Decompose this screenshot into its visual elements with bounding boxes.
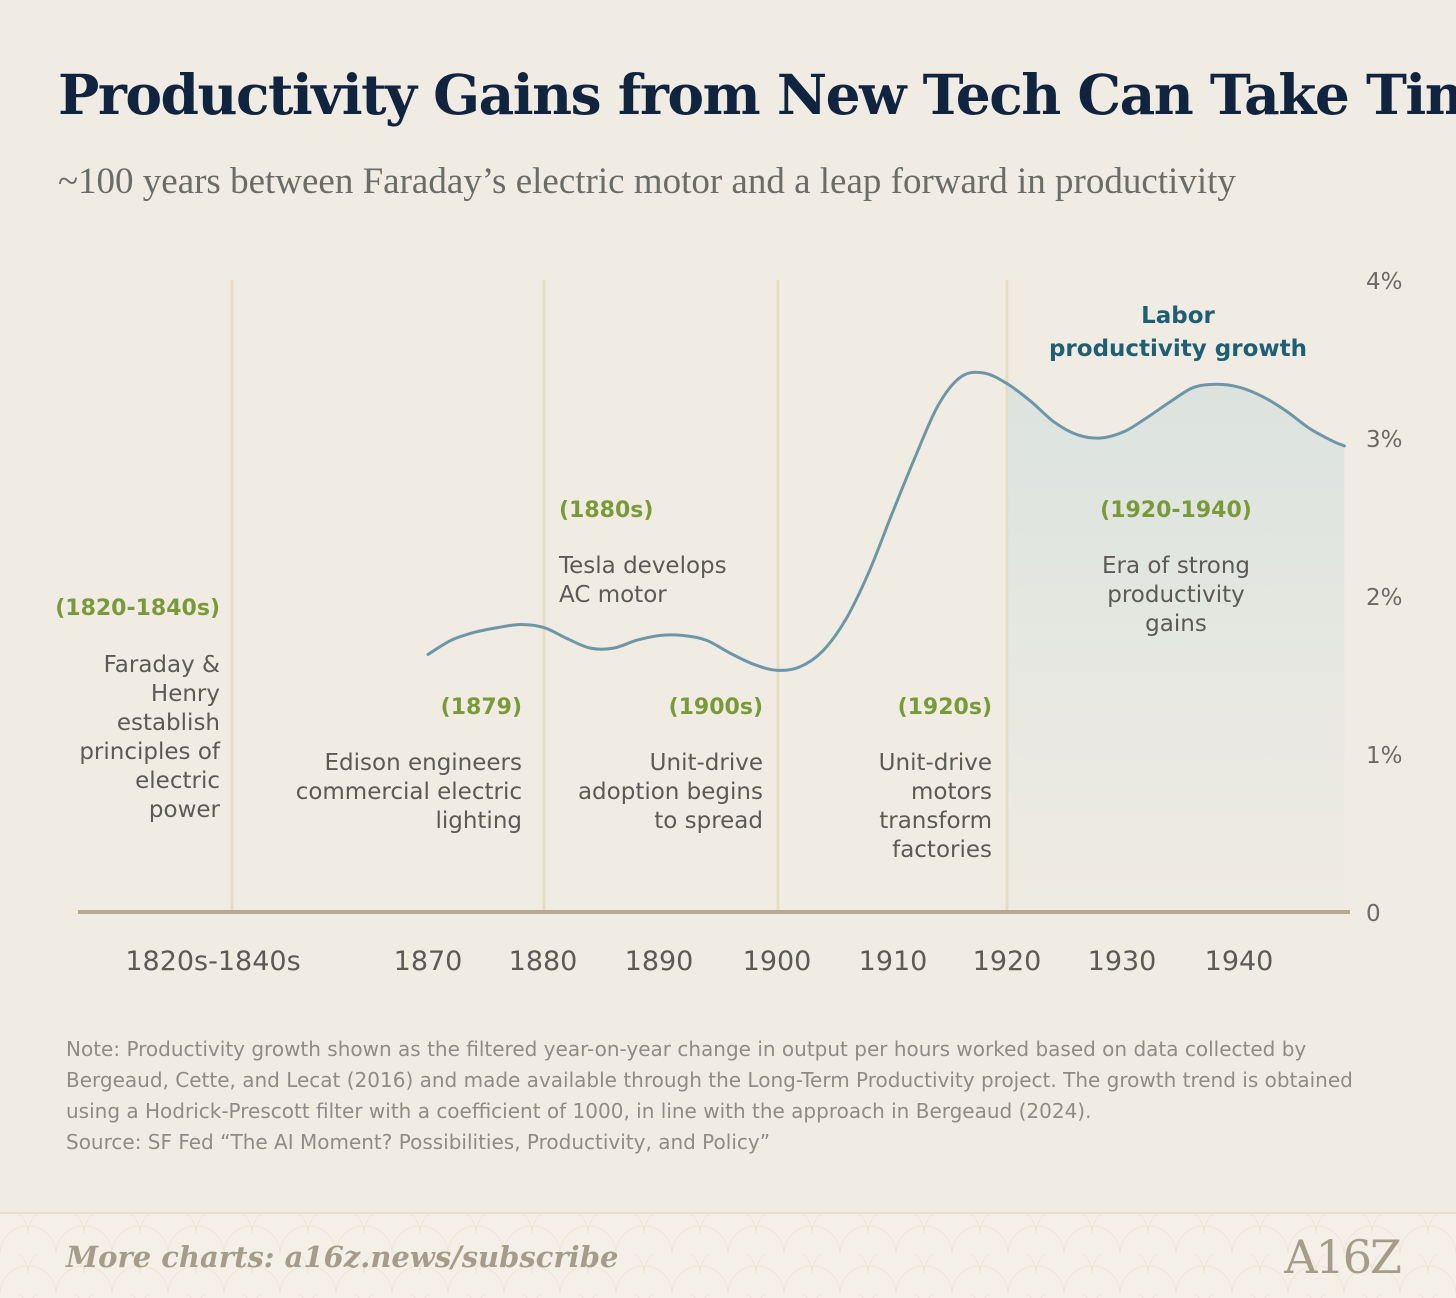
chart-subtitle: ~100 years between Faraday’s electric mo…: [58, 161, 1236, 202]
x-tick-label-0: 1820s-1840s: [125, 946, 300, 977]
x-tick-label-8: 1940: [1205, 946, 1274, 977]
x-tick-label-3: 1890: [625, 946, 694, 977]
annotation-text-unitdrive-1920s: Unit-drive motors transform factories: [878, 750, 992, 863]
annotation-year-era: (1920-1940): [1100, 498, 1252, 523]
line-chart: 0 1% 2% 3% 4% 1820s-1840s 1870 1880 1890 1900 1910…: [78, 269, 1403, 977]
a16z-logo: A16Z: [1284, 1230, 1402, 1284]
x-tick-label-7: 1930: [1088, 946, 1157, 977]
annotation-year-edison: (1879): [440, 695, 522, 720]
annotation-text-edison: Edison engineers commercial electric lig…: [295, 750, 522, 834]
annotation-text-era: Era of strong productivity gains: [1101, 553, 1251, 637]
x-tick-label-4: 1900: [743, 946, 812, 977]
x-tick-label-6: 1920: [973, 946, 1042, 977]
annotation-text-faraday: Faraday & Henry establish principles of …: [79, 652, 220, 823]
shaded-era-region: [1008, 384, 1345, 912]
y-tick-label-1: 1%: [1366, 743, 1403, 769]
y-tick-label-0: 0: [1366, 901, 1381, 927]
annotation-year-tesla: (1880s): [559, 498, 654, 523]
note-text: Note: Productivity growth shown as the f…: [66, 1037, 1353, 1123]
source-text: Source: SF Fed “The AI Moment? Possibili…: [66, 1130, 771, 1154]
x-tick-label-1: 1870: [394, 946, 463, 977]
series-label: Labor productivity growth: [1048, 303, 1308, 362]
y-tick-label-4: 4%: [1366, 269, 1403, 295]
annotation-year-unitdrive-1900s: (1900s): [668, 695, 763, 720]
subscribe-link[interactable]: More charts: a16z.news/subscribe: [66, 1240, 619, 1274]
annotation-year-faraday: (1820-1840s): [55, 596, 220, 621]
x-tick-label-5: 1910: [859, 946, 928, 977]
footer-pattern: [0, 1214, 1456, 1298]
footer-bar: More charts: a16z.news/subscribe A16Z: [0, 1212, 1456, 1298]
annotation-text-tesla: Tesla develops AC motor: [559, 553, 727, 608]
annotation-text-unitdrive-1900s: Unit-drive adoption begins to spread: [577, 750, 763, 834]
series-line-labor-productivity: [426, 370, 1346, 672]
chart-title: Productivity Gains from New Tech Can Tak…: [58, 62, 1456, 127]
footnote: Note: Productivity growth shown as the f…: [66, 1034, 1396, 1158]
y-tick-label-2: 2%: [1366, 585, 1403, 611]
y-tick-label-3: 3%: [1366, 427, 1403, 453]
x-tick-label-2: 1880: [509, 946, 578, 977]
annotation-year-unitdrive-1920s: (1920s): [897, 695, 992, 720]
